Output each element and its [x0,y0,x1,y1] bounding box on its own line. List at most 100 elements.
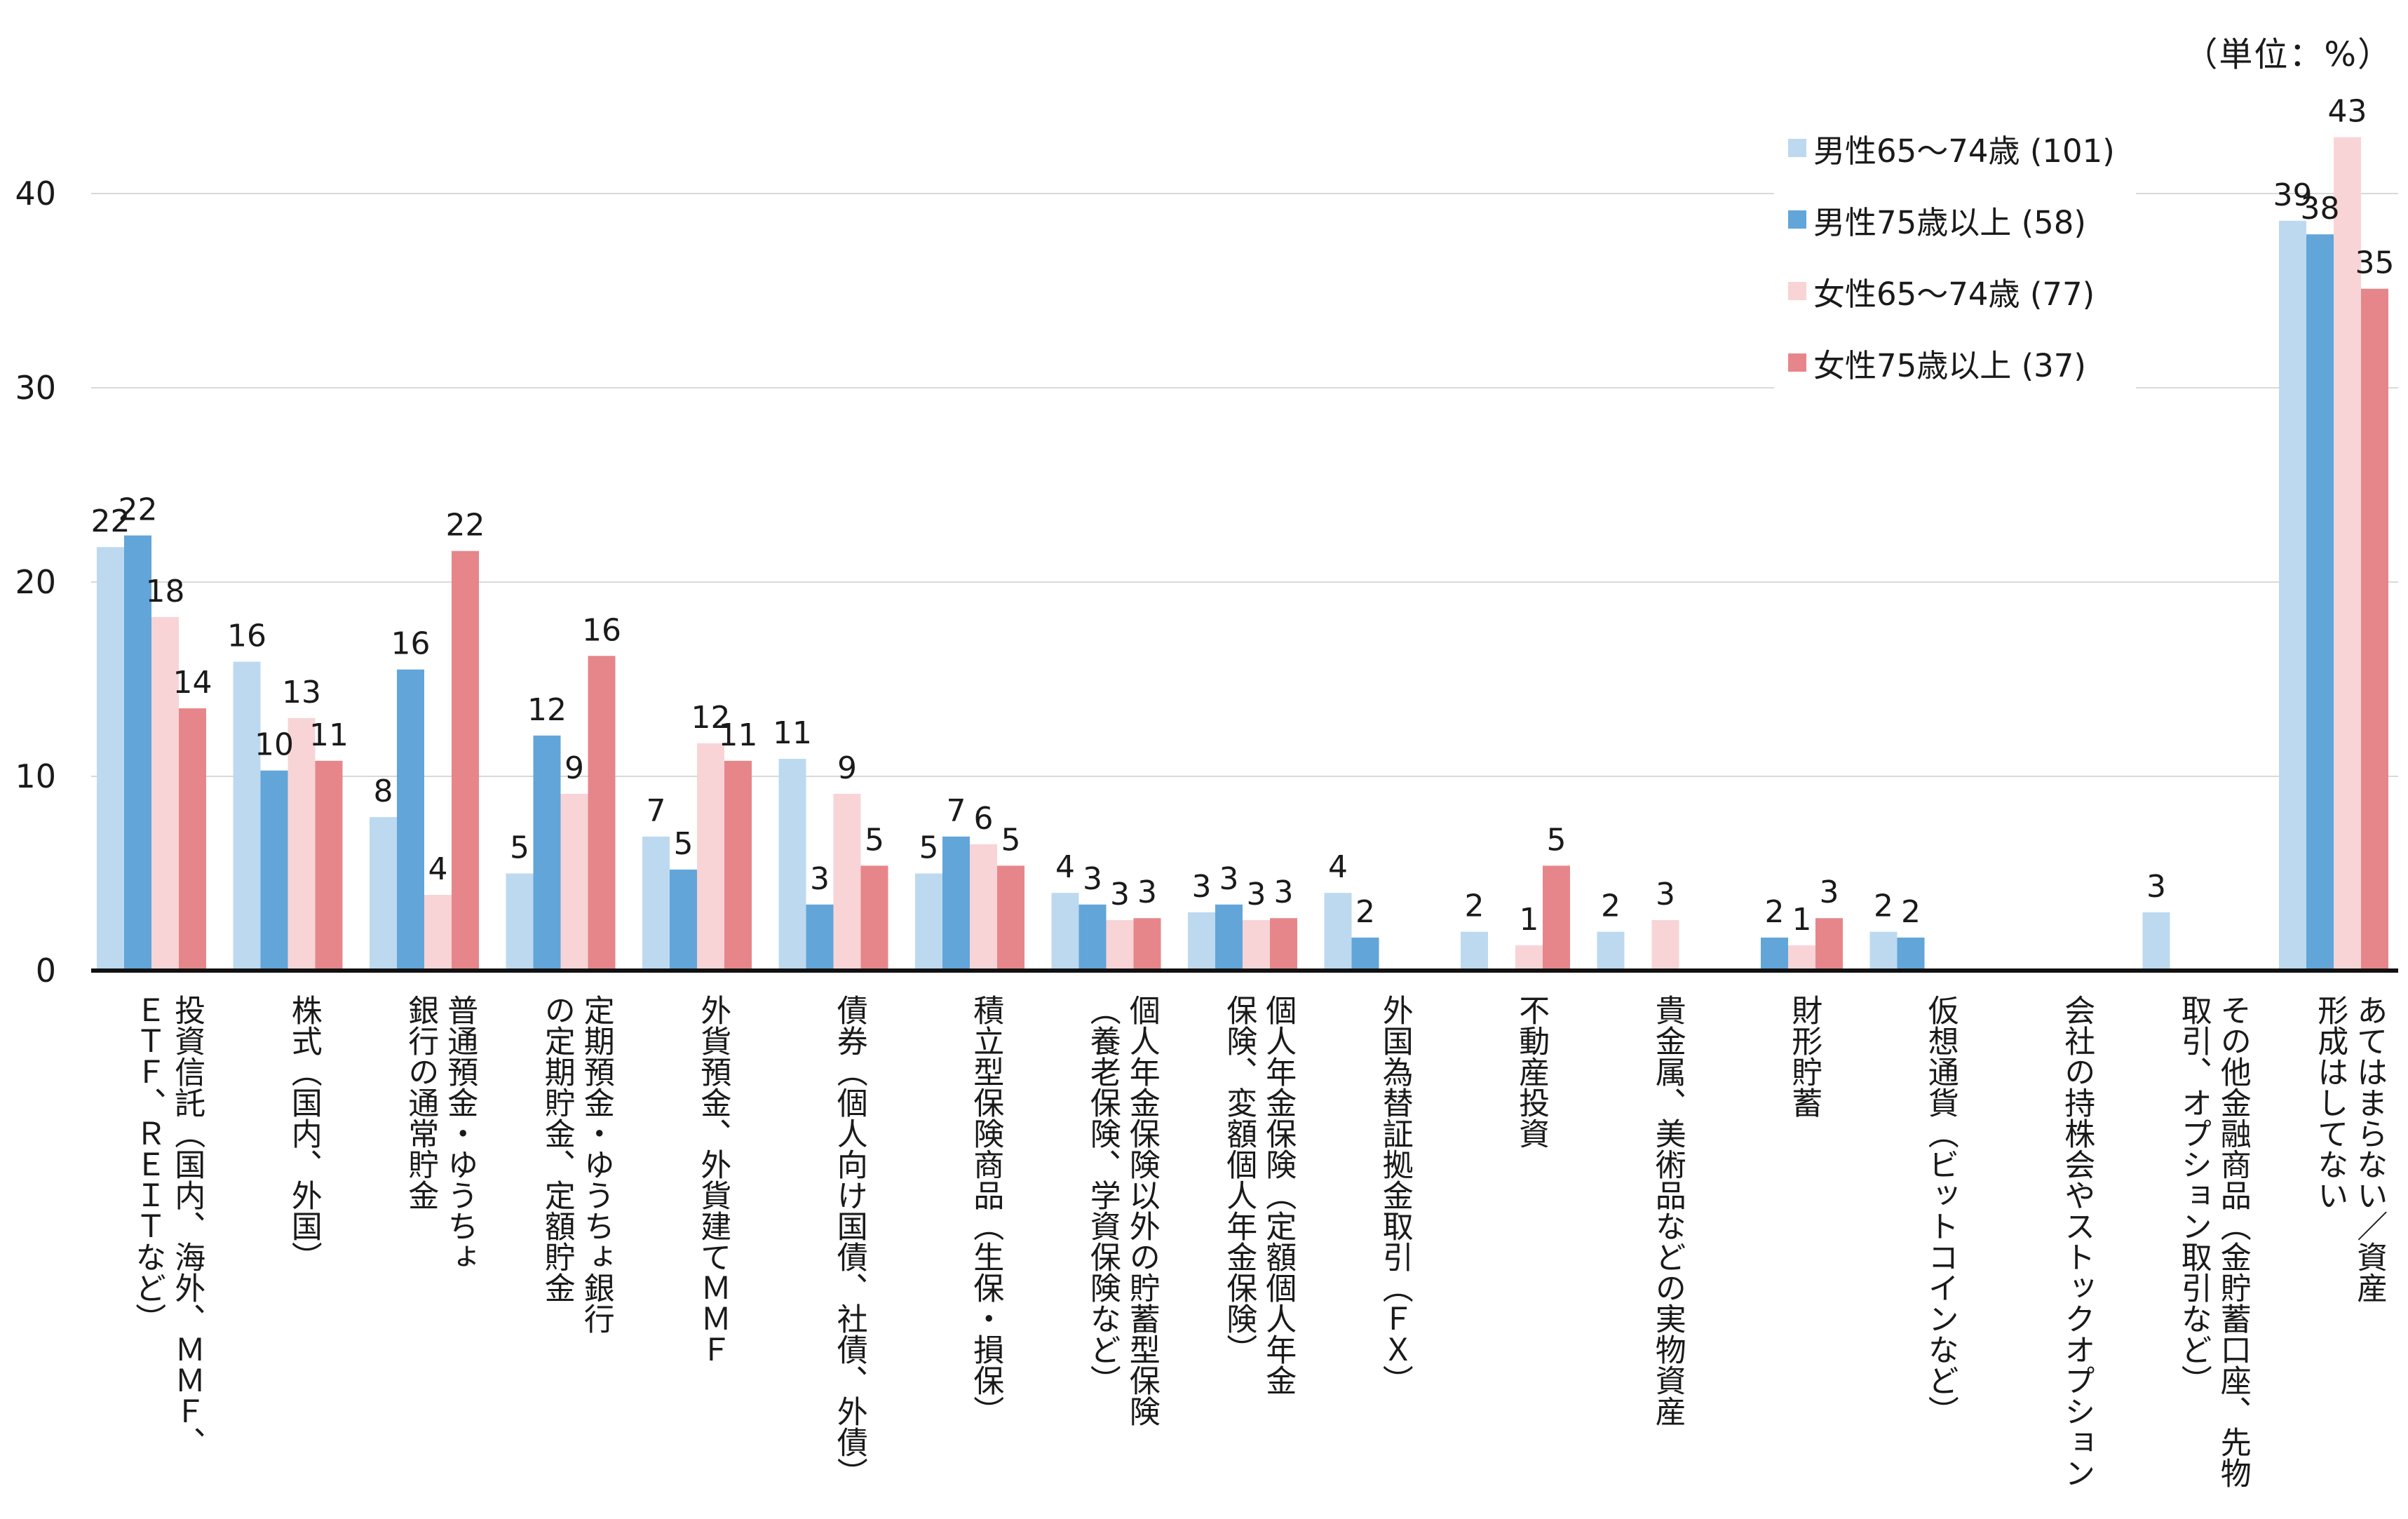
legend-swatch [1788,282,1806,300]
bar [533,735,561,971]
category-label: 会社の持株会やストックオプション [2006,994,2143,1488]
bar [2361,288,2388,971]
data-label: 4 [428,851,448,887]
bar [1051,893,1079,971]
bar [2334,137,2361,971]
bar [778,759,806,971]
bar [697,743,724,971]
bar [1869,931,1898,971]
bar [2279,220,2306,971]
unit-label: （単位：%） [2184,35,2393,74]
y-tick-label: 30 [15,369,56,407]
data-label: 3 [810,861,830,897]
category-label: 普通預金・ゆうちょ 銀行の通常貯金 [370,994,506,1272]
bar [1543,865,1570,971]
bar [670,869,697,971]
data-label: 35 [2355,245,2395,281]
data-label: 5 [1547,822,1567,858]
data-label: 11 [309,717,349,753]
data-label: 22 [119,492,158,528]
legend-label: 女性75歳以上 (37) [1813,346,2086,384]
data-label: 3 [1137,875,1157,910]
bar [397,669,424,971]
bar [1270,918,1297,971]
data-label: 18 [146,574,185,609]
data-label: 5 [919,830,939,866]
data-label: 3 [1247,877,1266,912]
data-label: 2 [1465,889,1484,924]
category-label: 仮想通貨（ビットコインなど） [1870,994,2007,1426]
data-label: 9 [564,750,584,786]
bar [1188,912,1215,971]
data-label: 3 [1083,861,1102,897]
legend-swatch [1788,210,1806,229]
bar [942,836,970,971]
bar [997,865,1024,971]
y-tick-label: 40 [15,175,56,212]
category-label-line: 積立型保険商品（生保・損保） [968,994,1004,1426]
data-label: 3 [2146,869,2166,905]
bar [151,616,179,971]
category-label-line: 貴金属、美術品などの実物資産 [1649,994,1686,1426]
legend-swatch [1788,139,1806,157]
category-label: 不動産投資 [1461,994,1597,1149]
category-label-line: 普通預金・ゆうちょ [442,994,478,1272]
data-label: 2 [1765,894,1785,930]
bar [1351,937,1379,971]
category-label: 外国為替証拠金取引（ＦＸ） [1325,994,1461,1396]
data-label: 14 [173,665,212,701]
data-label: 3 [1110,877,1130,912]
bar [124,535,151,971]
category-label-line: 債券（個人向け国債、社債、外債） [831,994,867,1488]
category-label-line: 投資信託（国内、海外、ＭＭＦ、 [169,994,205,1457]
data-label: 16 [227,619,266,654]
data-label: 5 [510,830,529,866]
category-label: 外貨預金、外貨建てＭＭＦ [642,994,779,1365]
category-label-line: ＥＴＦ、ＲＥＩＴなど） [130,994,166,1334]
bar [506,873,534,971]
bar [452,551,479,971]
bar [179,708,206,971]
legend-item: 男性65〜74歳 (101) [1788,112,2115,184]
data-label: 22 [446,508,485,544]
bar [915,873,942,971]
legend-label: 女性65〜74歳 (77) [1813,275,2095,313]
bar [1106,919,1134,971]
data-label: 6 [974,801,994,837]
y-tick-label: 20 [15,563,56,601]
data-label: 11 [773,715,812,751]
category-label-line: その他金融商品（金貯蓄口座、先物 [2214,994,2251,1488]
y-axis-ticks: 0 10 20 30 40 [15,175,56,990]
data-label: 12 [527,692,567,728]
data-label: 1 [1520,902,1539,938]
category-label: 個人年金保険以外の貯蓄型保険 （養老保険、学資保険など） [1052,994,1189,1426]
data-label: 3 [1219,861,1239,897]
bar [1215,904,1243,971]
category-label-line: 財形貯蓄 [1786,994,1822,1118]
bar [315,760,343,971]
data-label: 2 [1355,894,1375,930]
data-label: 13 [282,675,321,710]
data-label: 39 [2273,177,2313,213]
category-label-line: あてはまらない／資産 [2351,994,2388,1303]
bar [1324,893,1352,971]
bar [424,894,452,971]
data-label: 4 [1328,849,1348,885]
data-label: 5 [865,822,884,858]
category-label-line: 外貨預金、外貨建てＭＭＦ [695,994,731,1365]
legend-item: 女性75歳以上 (37) [1788,327,2115,398]
category-label: その他金融商品（金貯蓄口座、先物 取引、オプション取引など） [2143,994,2280,1488]
bars [97,137,2388,971]
category-label: 株式（国内、外国） [234,994,370,1272]
category-label-line: 外国為替証拠金取引（ＦＸ） [1377,994,1413,1396]
data-label: 5 [674,826,694,862]
bar [260,770,288,971]
bar [1461,931,1488,971]
category-label: 積立型保険商品（生保・損保） [915,994,1052,1426]
data-label: 43 [2328,94,2367,130]
data-label: 3 [1192,869,1212,905]
data-label: 4 [1055,849,1075,885]
category-label-line: 取引、オプション取引など） [2175,994,2212,1396]
